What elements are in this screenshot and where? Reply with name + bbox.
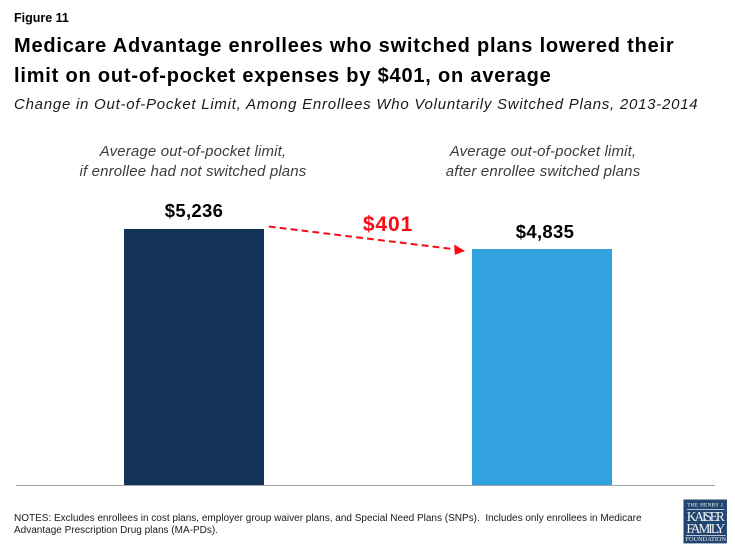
svg-text:THE HENRY J.: THE HENRY J. xyxy=(687,503,724,509)
svg-text:KAISER: KAISER xyxy=(687,509,725,524)
svg-text:FOUNDATION: FOUNDATION xyxy=(686,536,727,543)
svg-text:FAMILY: FAMILY xyxy=(686,521,725,536)
